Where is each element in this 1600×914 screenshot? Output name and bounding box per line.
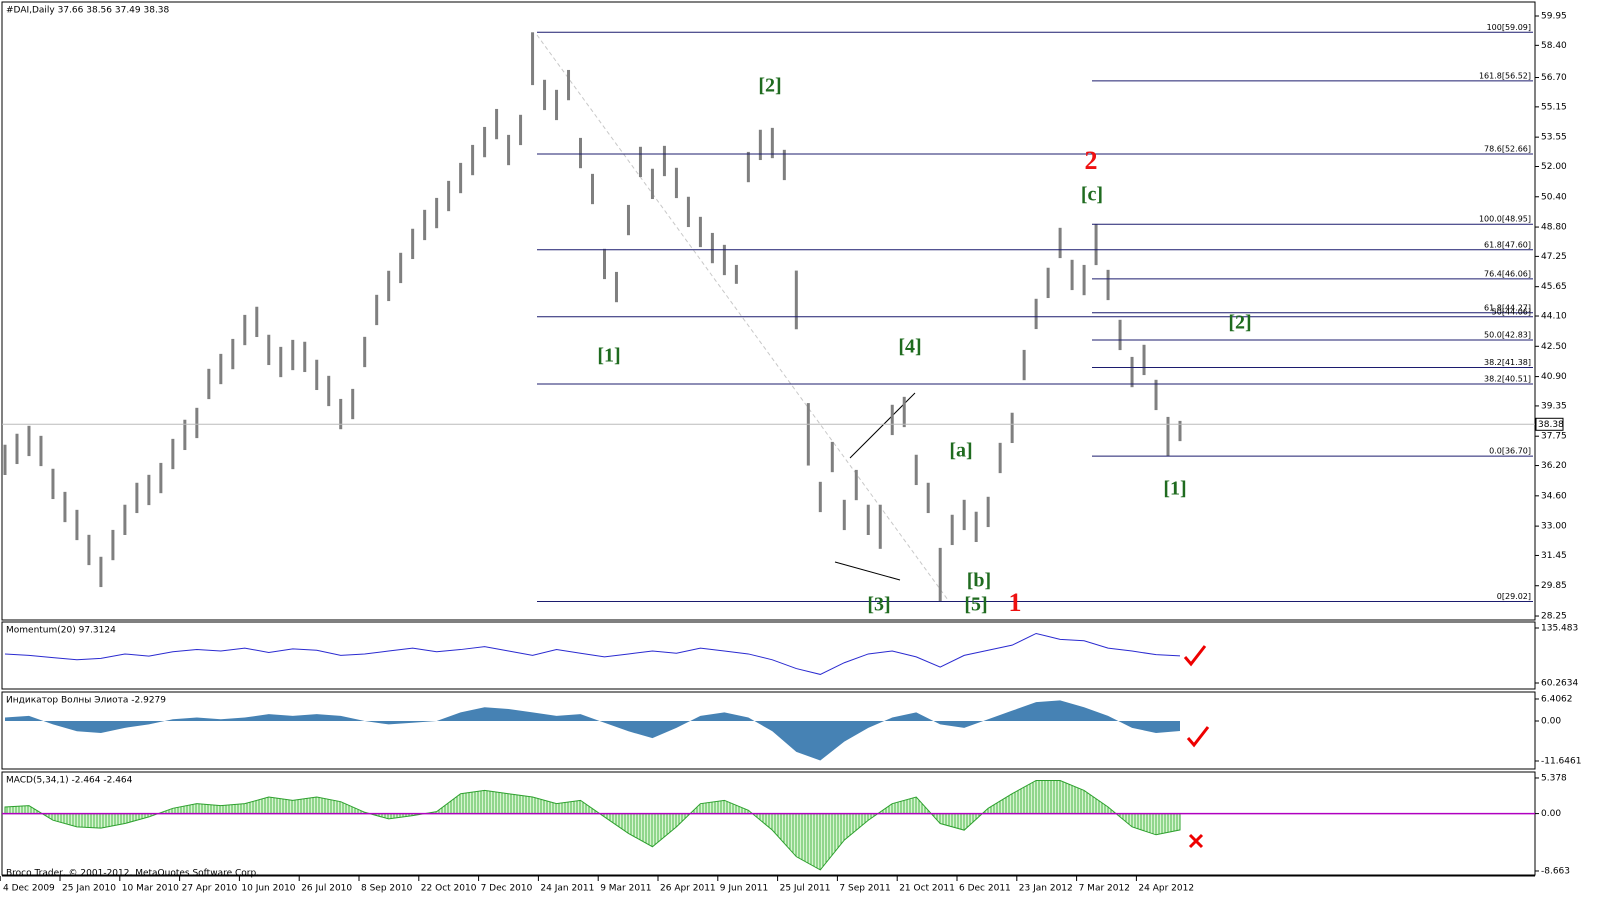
fib-label: 61.8[47.60] — [1484, 240, 1531, 249]
indicator-area — [5, 700, 1180, 761]
wedge-line — [834, 561, 901, 581]
price-tag-label: 38.38 — [1538, 420, 1564, 430]
x-tick-label: 26 Apr 2011 — [660, 884, 716, 894]
check-mark — [1186, 726, 1210, 748]
panel-title: Momentum(20) 97.3124 — [6, 626, 116, 636]
indicator-line — [4, 632, 1181, 675]
y-tick-label: 34.60 — [1541, 491, 1567, 501]
x-tick-label: 7 Mar 2012 — [1079, 884, 1130, 894]
wave-label: [4] — [898, 336, 921, 358]
wave-label: [3] — [867, 594, 890, 616]
y-tick-label: 39.35 — [1541, 401, 1567, 411]
y-tick-label: 47.25 — [1541, 252, 1567, 262]
y-tick-label: 56.70 — [1541, 73, 1567, 83]
x-tick-label: 26 Jul 2010 — [301, 884, 352, 894]
wave-label: [c] — [1081, 184, 1103, 206]
x-tick-label: 10 Jun 2010 — [241, 884, 295, 894]
y-tick-label: 6.4062 — [1541, 694, 1573, 704]
y-tick-label: 48.80 — [1541, 223, 1567, 233]
y-tick-label: 45.65 — [1541, 282, 1567, 292]
panel-frame — [1, 621, 1536, 690]
wave-label: [5] — [964, 594, 987, 616]
x-tick-label: 8 Sep 2010 — [361, 884, 413, 894]
x-tick-label: 25 Jan 2010 — [62, 884, 116, 894]
y-tick-label: 55.15 — [1541, 102, 1567, 112]
wave-label: [1] — [597, 345, 620, 367]
fib-label: 0[29.02] — [1497, 592, 1531, 601]
x-tick-label: 21 Oct 2011 — [899, 884, 955, 894]
fib-label: 50[44.06] — [1492, 307, 1531, 316]
x-tick-label: 22 Oct 2010 — [421, 884, 477, 894]
fib-label: 50.0[42.83] — [1484, 331, 1531, 340]
y-tick-label: 29.85 — [1541, 581, 1567, 591]
wave-label: [2] — [758, 75, 781, 97]
fib-label: 100[59.09] — [1487, 23, 1531, 32]
y-tick-label: 33.00 — [1541, 522, 1567, 532]
y-tick-label: 135.483 — [1541, 624, 1578, 634]
y-tick-label: 31.45 — [1541, 551, 1567, 561]
wave-label: 1 — [1009, 588, 1022, 617]
y-tick-label: 5.378 — [1541, 773, 1567, 783]
x-tick-label: 4 Dec 2009 — [3, 884, 55, 894]
wave-label: 2 — [1085, 146, 1098, 175]
y-tick-label: 40.90 — [1541, 372, 1567, 382]
y-tick-label: 28.25 — [1541, 612, 1567, 622]
y-tick-label: -11.6461 — [1541, 756, 1581, 766]
x-tick-label: 24 Apr 2012 — [1138, 884, 1194, 894]
y-tick-label: 44.10 — [1541, 312, 1567, 322]
check-mark — [1183, 645, 1207, 667]
x-tick-label: 7 Dec 2010 — [481, 884, 533, 894]
fib-label: 100.0[48.95] — [1479, 215, 1531, 224]
x-tick-label: 9 Mar 2011 — [600, 884, 651, 894]
price-tag — [1535, 417, 1564, 431]
indicator-area — [4, 779, 1181, 871]
y-tick-label: 37.75 — [1541, 432, 1567, 442]
y-tick-label: 53.55 — [1541, 133, 1567, 143]
fib-label: 38.2[41.38] — [1484, 358, 1531, 367]
x-tick-label: 9 Jun 2011 — [720, 884, 768, 894]
wave-label: [1] — [1163, 478, 1186, 500]
y-tick-label: 36.20 — [1541, 461, 1567, 471]
panel-title: MACD(5,34,1) -2.464 -2.464 — [6, 776, 133, 786]
y-tick-label: 0.00 — [1541, 809, 1561, 819]
x-tick-label: 6 Dec 2011 — [959, 884, 1011, 894]
x-tick-label: 10 Mar 2010 — [122, 884, 179, 894]
x-tick-label: 25 Jul 2011 — [780, 884, 831, 894]
wave-label: [b] — [967, 570, 991, 592]
cross-mark — [1188, 833, 1204, 849]
fib-label: 161.8[56.52] — [1479, 71, 1531, 80]
panel-frame — [1, 1, 1536, 621]
panel-title: Индикатор Волны Элиота -2.9279 — [6, 696, 166, 706]
fib-label: 61.8[44.27] — [1484, 303, 1531, 312]
y-tick-label: 60.2634 — [1541, 679, 1578, 689]
y-tick-label: 52.00 — [1541, 162, 1567, 172]
y-tick-label: 0.00 — [1541, 716, 1561, 726]
panel-frame — [1, 771, 1536, 876]
y-tick-label: 42.50 — [1541, 342, 1567, 352]
panel-frame — [1, 691, 1536, 770]
y-tick-label: -8.663 — [1541, 866, 1570, 876]
y-tick-label: 58.40 — [1541, 41, 1567, 51]
x-tick-label: 7 Sep 2011 — [839, 884, 890, 894]
x-tick-label: 23 Jan 2012 — [1019, 884, 1073, 894]
y-tick-label: 59.95 — [1541, 12, 1567, 22]
fib-label: 0.0[36.70] — [1489, 447, 1531, 456]
panel-title: #DAI,Daily 37.66 38.56 37.49 38.38 — [6, 6, 170, 16]
fib-label: 38.2[40.51] — [1484, 374, 1531, 383]
x-tick-label: 24 Jan 2011 — [540, 884, 594, 894]
x-tick-label: 27 Apr 2010 — [182, 884, 238, 894]
fib-label: 78.6[52.66] — [1484, 144, 1531, 153]
wave-label: [a] — [949, 440, 972, 462]
wave-label: [2] — [1228, 312, 1251, 334]
y-tick-label: 50.40 — [1541, 192, 1567, 202]
fib-label: 76.4[46.06] — [1484, 269, 1531, 278]
copyright: Broco Trader, © 2001-2012, MetaQuotes So… — [6, 869, 259, 879]
